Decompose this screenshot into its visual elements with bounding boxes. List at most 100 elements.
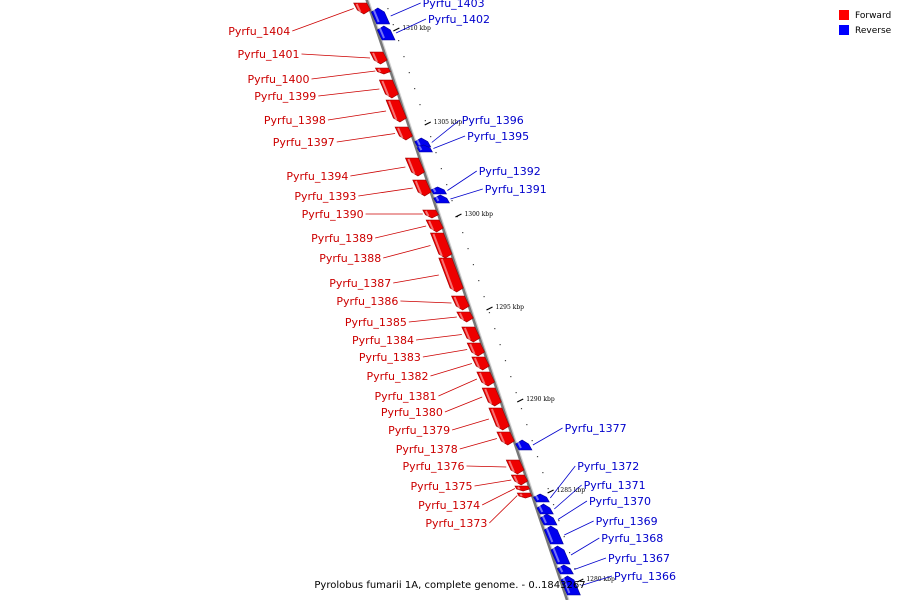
gene-label-Pyrfu_1390[interactable]: Pyrfu_1390 xyxy=(302,208,423,221)
gene-Pyrfu_1394[interactable] xyxy=(404,157,425,177)
gene-label-Pyrfu_1394[interactable]: Pyrfu_1394 xyxy=(286,166,406,183)
gene-Pyrfu_1378[interactable] xyxy=(496,431,515,446)
gene-label-Pyrfu_1386[interactable]: Pyrfu_1386 xyxy=(336,295,452,308)
svg-text:Pyrfu_1384: Pyrfu_1384 xyxy=(352,334,414,347)
gene-Pyrfu_1373[interactable] xyxy=(516,492,533,499)
svg-text:Pyrfu_1403: Pyrfu_1403 xyxy=(423,0,485,10)
svg-text:Pyrfu_1366: Pyrfu_1366 xyxy=(614,570,676,583)
gene-label-Pyrfu_1389[interactable]: Pyrfu_1389 xyxy=(311,225,427,245)
gene-Pyrfu_1370[interactable] xyxy=(539,513,558,526)
gene-label-Pyrfu_1400[interactable]: Pyrfu_1400 xyxy=(247,70,376,86)
gene-Pyrfu_1399[interactable] xyxy=(378,79,399,99)
gene-label-Pyrfu_1393[interactable]: Pyrfu_1393 xyxy=(294,187,413,203)
gene-label-Pyrfu_1373[interactable]: Pyrfu_1373 xyxy=(425,495,518,531)
gene-Pyrfu_1401[interactable] xyxy=(369,51,388,65)
minor-tick xyxy=(574,568,576,570)
minor-tick xyxy=(510,376,512,378)
gene-label-Pyrfu_1402[interactable]: Pyrfu_1402 xyxy=(395,13,490,34)
gene-Pyrfu_1391[interactable] xyxy=(433,194,450,204)
gene-Pyrfu_1374[interactable] xyxy=(514,485,531,492)
gene-Pyrfu_1395[interactable] xyxy=(416,144,433,153)
minor-tick xyxy=(542,472,544,474)
gene-Pyrfu_1396[interactable] xyxy=(414,137,432,148)
gene-label-Pyrfu_1387[interactable]: Pyrfu_1387 xyxy=(329,274,439,290)
gene-label-Pyrfu_1398[interactable]: Pyrfu_1398 xyxy=(264,110,387,127)
gene-label-Pyrfu_1401[interactable]: Pyrfu_1401 xyxy=(237,48,371,61)
gene-label-Pyrfu_1379[interactable]: Pyrfu_1379 xyxy=(388,418,490,437)
gene-label-Pyrfu_1375[interactable]: Pyrfu_1375 xyxy=(411,479,512,493)
gene-label-Pyrfu_1367[interactable]: Pyrfu_1367 xyxy=(574,552,670,570)
gene-Pyrfu_1376[interactable] xyxy=(505,459,525,475)
gene-label-Pyrfu_1399[interactable]: Pyrfu_1399 xyxy=(254,88,380,103)
svg-text:Pyrfu_1374: Pyrfu_1374 xyxy=(418,499,480,512)
gene-Pyrfu_1387[interactable] xyxy=(438,257,464,293)
gene-label-Pyrfu_1371[interactable]: Pyrfu_1371 xyxy=(554,479,646,510)
gene-Pyrfu_1403[interactable] xyxy=(370,7,391,25)
gene-label-Pyrfu_1392[interactable]: Pyrfu_1392 xyxy=(447,165,541,191)
gene-label-Pyrfu_1388[interactable]: Pyrfu_1388 xyxy=(319,245,431,266)
gene-Pyrfu_1371[interactable] xyxy=(536,503,554,515)
gene-label-Pyrfu_1376[interactable]: Pyrfu_1376 xyxy=(403,460,507,473)
gene-label-Pyrfu_1381[interactable]: Pyrfu_1381 xyxy=(374,378,478,403)
gene-label-Pyrfu_1380[interactable]: Pyrfu_1380 xyxy=(381,396,483,419)
minor-tick xyxy=(531,440,533,442)
svg-text:Pyrfu_1379: Pyrfu_1379 xyxy=(388,424,450,437)
gene-label-Pyrfu_1395[interactable]: Pyrfu_1395 xyxy=(433,130,529,149)
svg-text:Pyrfu_1385: Pyrfu_1385 xyxy=(345,316,407,329)
svg-text:Pyrfu_1400: Pyrfu_1400 xyxy=(247,73,309,86)
gene-Pyrfu_1366[interactable] xyxy=(560,575,581,596)
minor-tick xyxy=(520,408,523,410)
minor-tick xyxy=(504,360,507,362)
major-tick xyxy=(455,213,462,218)
gene-Pyrfu_1404[interactable] xyxy=(353,2,371,15)
gene-label-Pyrfu_1369[interactable]: Pyrfu_1369 xyxy=(564,515,658,536)
gene-Pyrfu_1383[interactable] xyxy=(466,342,485,357)
gene-Pyrfu_1368[interactable] xyxy=(550,545,571,565)
gene-Pyrfu_1400[interactable] xyxy=(374,67,391,75)
gene-Pyrfu_1398[interactable] xyxy=(385,99,407,123)
gene-Pyrfu_1380[interactable] xyxy=(481,387,502,407)
minor-tick xyxy=(408,72,410,74)
gene-label-Pyrfu_1397[interactable]: Pyrfu_1397 xyxy=(273,133,396,150)
gene-Pyrfu_1375[interactable] xyxy=(510,474,529,486)
major-tick xyxy=(516,398,524,403)
gene-label-Pyrfu_1396[interactable]: Pyrfu_1396 xyxy=(431,114,524,143)
gene-Pyrfu_1388[interactable] xyxy=(430,232,453,259)
minor-tick xyxy=(536,456,539,458)
gene-Pyrfu_1379[interactable] xyxy=(488,407,510,431)
gene-Pyrfu_1392[interactable] xyxy=(430,186,447,195)
gene-label-Pyrfu_1382[interactable]: Pyrfu_1382 xyxy=(366,363,472,384)
gene-label-Pyrfu_1378[interactable]: Pyrfu_1378 xyxy=(396,438,498,457)
gene-Pyrfu_1402[interactable] xyxy=(376,25,396,41)
gene-label-Pyrfu_1368[interactable]: Pyrfu_1368 xyxy=(570,532,663,556)
gene-Pyrfu_1369[interactable] xyxy=(543,525,564,545)
gene-label-Pyrfu_1384[interactable]: Pyrfu_1384 xyxy=(352,334,462,347)
gene-label-Pyrfu_1366[interactable]: Pyrfu_1366 xyxy=(581,570,676,586)
gene-label-Pyrfu_1404[interactable]: Pyrfu_1404 xyxy=(228,8,354,39)
gene-label-Pyrfu_1377[interactable]: Pyrfu_1377 xyxy=(532,422,627,446)
svg-text:Pyrfu_1376: Pyrfu_1376 xyxy=(403,460,465,473)
gene-Pyrfu_1384[interactable] xyxy=(461,326,481,343)
gene-label-Pyrfu_1372[interactable]: Pyrfu_1372 xyxy=(549,460,639,499)
gene-Pyrfu_1372[interactable] xyxy=(533,493,550,503)
gene-Pyrfu_1390[interactable] xyxy=(422,209,439,219)
gene-Pyrfu_1385[interactable] xyxy=(456,311,474,323)
tick-label: 1300 kbp xyxy=(464,211,493,218)
gene-label-Pyrfu_1403[interactable]: Pyrfu_1403 xyxy=(390,0,485,17)
gene-Pyrfu_1397[interactable] xyxy=(394,126,413,141)
gene-Pyrfu_1389[interactable] xyxy=(425,219,444,233)
gene-label-Pyrfu_1370[interactable]: Pyrfu_1370 xyxy=(557,495,651,520)
gene-label-Pyrfu_1391[interactable]: Pyrfu_1391 xyxy=(450,183,547,200)
gene-Pyrfu_1367[interactable] xyxy=(556,564,574,575)
minor-tick xyxy=(552,504,555,506)
gene-Pyrfu_1386[interactable] xyxy=(451,295,470,311)
gene-Pyrfu_1377[interactable] xyxy=(515,439,533,451)
gene-label-Pyrfu_1383[interactable]: Pyrfu_1383 xyxy=(359,349,468,365)
gene-Pyrfu_1381[interactable] xyxy=(476,371,495,387)
gene-Pyrfu_1393[interactable] xyxy=(412,179,432,197)
gene-label-Pyrfu_1374[interactable]: Pyrfu_1374 xyxy=(418,488,516,513)
svg-text:Pyrfu_1377: Pyrfu_1377 xyxy=(565,422,627,435)
gene-label-Pyrfu_1385[interactable]: Pyrfu_1385 xyxy=(345,316,457,329)
svg-text:Pyrfu_1390: Pyrfu_1390 xyxy=(302,208,364,221)
gene-Pyrfu_1382[interactable] xyxy=(471,356,490,371)
